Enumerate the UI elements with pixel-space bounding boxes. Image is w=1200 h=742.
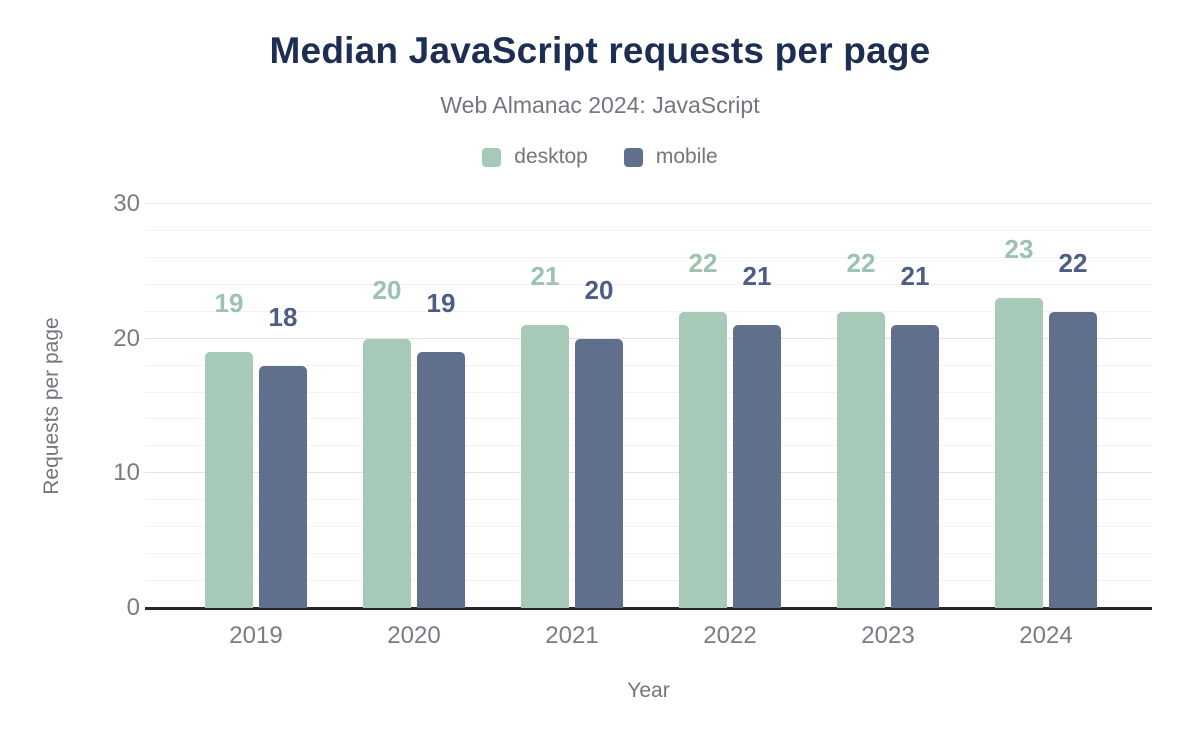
gridline-12 — [145, 445, 1152, 447]
bar-mobile-2019 — [259, 365, 307, 608]
gridline-16 — [145, 391, 1152, 393]
bar-desktop-2024 — [995, 298, 1043, 608]
x-axis-line — [145, 607, 1152, 610]
value-label-mobile-2021: 20 — [584, 274, 614, 305]
value-label-desktop-2022: 22 — [688, 247, 718, 278]
x-tick-label: 2024 — [1019, 622, 1073, 649]
value-label-desktop-2019: 19 — [214, 288, 244, 319]
mobile-swatch-icon — [623, 147, 643, 167]
bar-desktop-2019 — [205, 352, 253, 608]
bar-desktop-2021 — [521, 325, 569, 608]
legend-label-mobile: mobile — [655, 145, 718, 168]
gridline-30 — [145, 203, 1152, 204]
gridline-2 — [145, 580, 1152, 582]
x-tick-label: 2020 — [387, 622, 441, 649]
legend: desktop mobile — [0, 144, 1200, 170]
x-tick-label: 2022 — [703, 622, 757, 649]
y-tick-label: 30 — [113, 190, 140, 217]
desktop-swatch-icon — [482, 147, 502, 167]
bar-desktop-2023 — [837, 311, 885, 608]
legend-item-mobile: mobile — [623, 145, 718, 169]
chart-subtitle: Web Almanac 2024: JavaScript — [440, 92, 760, 118]
gridline-22 — [145, 310, 1152, 312]
y-tick-label: 10 — [113, 459, 140, 487]
value-label-mobile-2019: 18 — [268, 301, 298, 332]
gridline-24 — [145, 283, 1152, 285]
bar-mobile-2022 — [733, 325, 781, 608]
value-label-mobile-2023: 21 — [900, 261, 930, 292]
x-tick-label: 2021 — [545, 622, 599, 649]
bar-mobile-2021 — [575, 338, 623, 608]
gridline-4 — [145, 553, 1152, 555]
gridline-26 — [145, 256, 1152, 258]
value-label-mobile-2022: 21 — [742, 261, 772, 292]
value-label-mobile-2020: 19 — [426, 288, 456, 319]
gridline-14 — [145, 418, 1152, 420]
x-tick-label: 2019 — [229, 622, 283, 649]
plot-area: 19 18 2019 20 19 2020 21 20 2021 22 21 2022 22 21 2023… — [145, 203, 1152, 649]
gridline-10 — [145, 472, 1152, 474]
chart-title: Median JavaScript requests per page — [269, 30, 931, 71]
value-label-desktop-2023: 22 — [846, 247, 876, 278]
value-label-desktop-2020: 20 — [372, 274, 402, 305]
gridline-20 — [145, 337, 1152, 339]
gridline-18 — [145, 364, 1152, 366]
gridline-8 — [145, 499, 1152, 501]
gridline-28 — [145, 229, 1152, 231]
value-label-mobile-2024: 22 — [1058, 247, 1088, 278]
legend-item-desktop: desktop — [482, 145, 588, 169]
bar-mobile-2023 — [891, 325, 939, 608]
bar-desktop-2020 — [363, 338, 411, 608]
value-label-desktop-2024: 23 — [1004, 234, 1034, 265]
bar-mobile-2024 — [1049, 311, 1097, 608]
x-tick-label: 2023 — [861, 622, 915, 649]
value-label-desktop-2021: 21 — [530, 261, 560, 292]
gridline-6 — [145, 526, 1152, 528]
y-tick-label: 0 — [126, 594, 140, 621]
x-axis-title: Year — [627, 679, 670, 702]
y-tick-label: 20 — [113, 324, 140, 352]
bar-mobile-2020 — [417, 352, 465, 608]
legend-label-desktop: desktop — [514, 145, 588, 168]
bar-desktop-2022 — [679, 311, 727, 608]
